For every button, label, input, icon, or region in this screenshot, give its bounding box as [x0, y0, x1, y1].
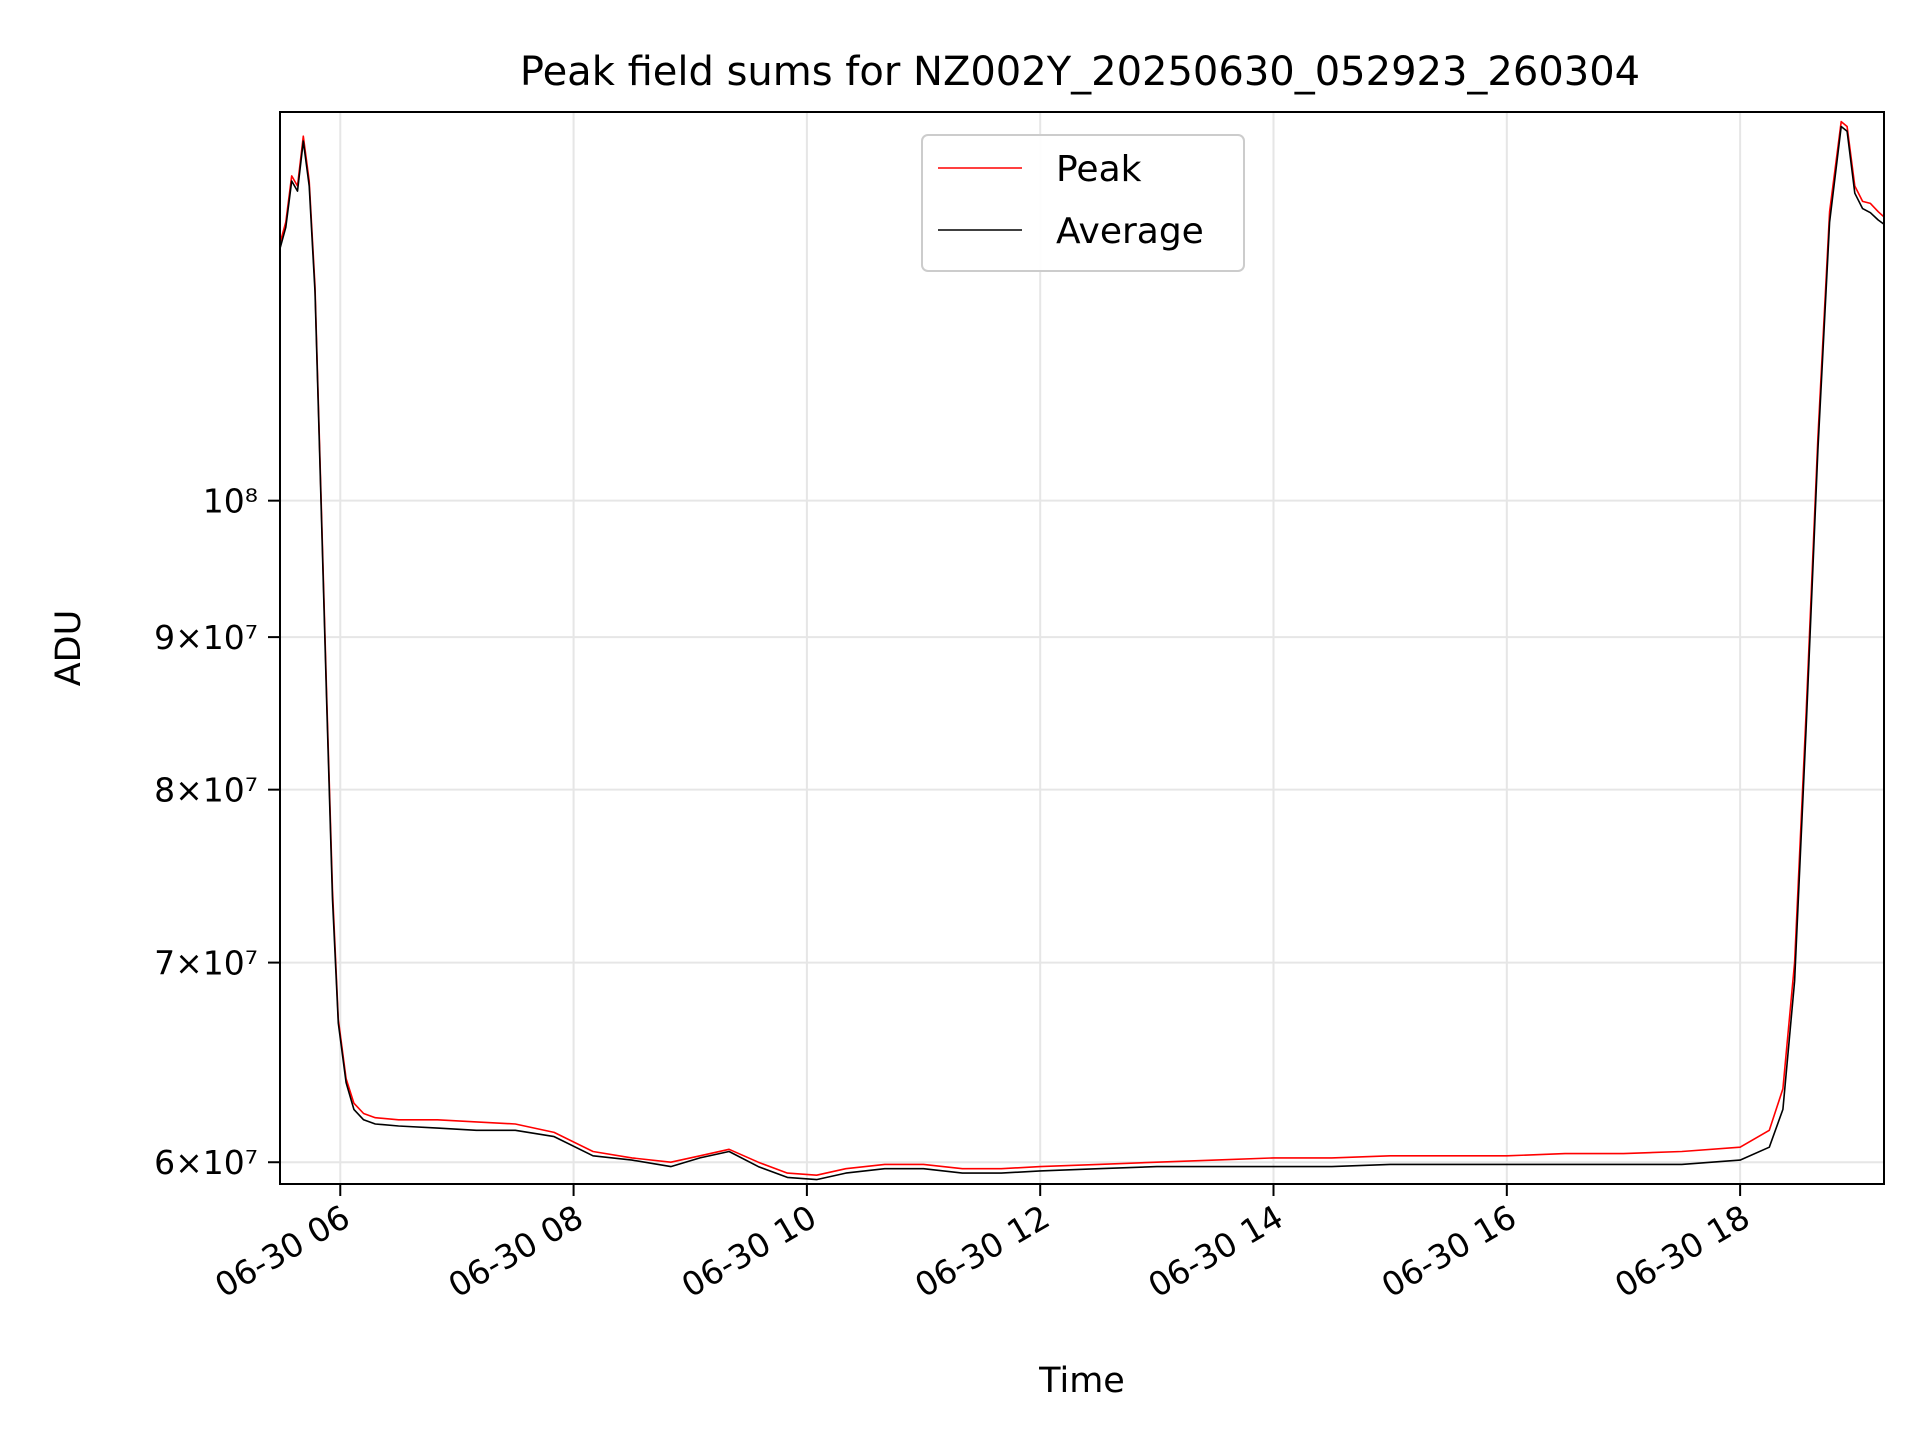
y-tick-label: 10⁸: [203, 482, 258, 521]
y-axis: 6×10⁷ 7×10⁷ 8×10⁷ 9×10⁷ 10⁸: [154, 482, 280, 1182]
y-tick-label: 9×10⁷: [154, 618, 258, 657]
y-tick-label: 7×10⁷: [154, 944, 258, 983]
plot-frame: [279, 111, 1885, 1185]
legend-box: [921, 134, 1245, 272]
y-axis-label: ADU: [49, 610, 89, 687]
legend-label-average: Average: [1056, 211, 1204, 252]
chart-title: Peak field sums for NZ002Y_20250630_0529…: [520, 49, 1640, 95]
series-line-average: [280, 125, 1884, 1181]
legend-label-peak: Peak: [1056, 149, 1142, 190]
x-axis-label: Time: [1038, 1361, 1125, 1401]
y-tick-label: 6×10⁷: [154, 1143, 258, 1182]
legend: Peak Average: [921, 134, 1245, 272]
series-layer: [280, 120, 1884, 1181]
grid: [280, 112, 1884, 1184]
y-tick-label: 8×10⁷: [154, 771, 258, 810]
